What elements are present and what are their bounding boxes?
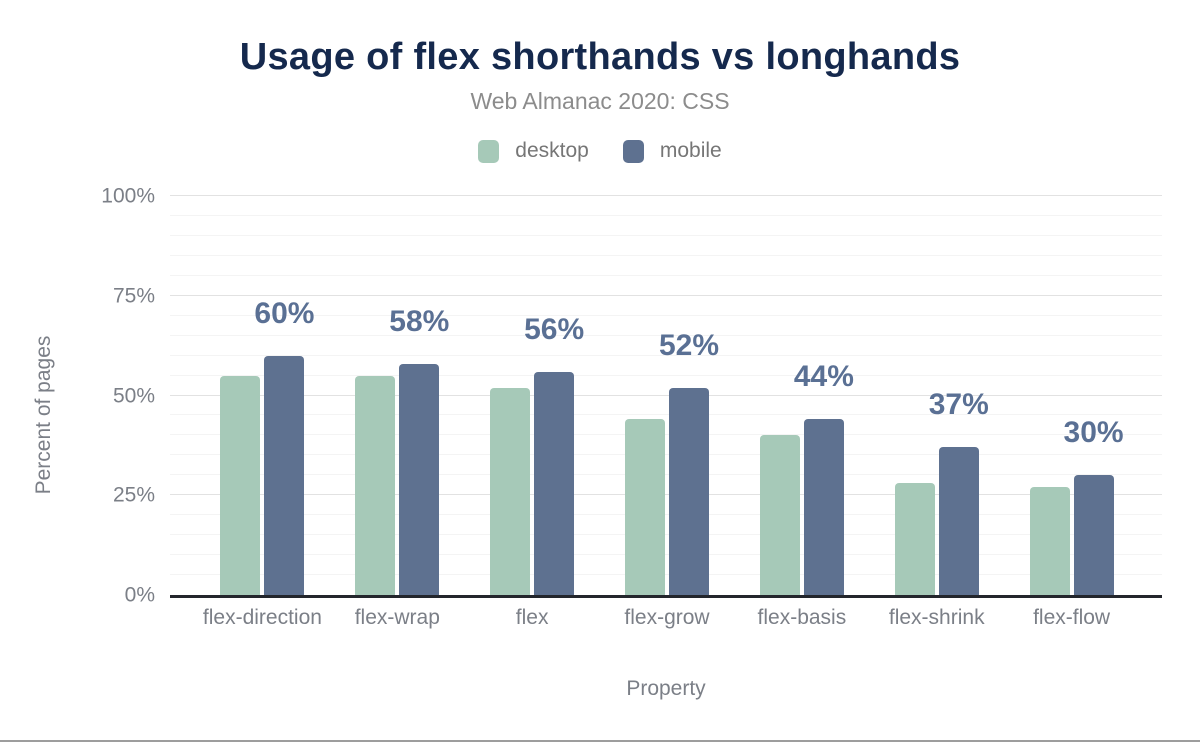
bar-group-flex-basis: 44% — [734, 196, 869, 595]
bar-desktop-flex-shrink[interactable] — [894, 483, 935, 595]
y-axis-ticks: 0% 25% 50% 75% 100% — [0, 186, 155, 606]
bar-value-label-flex-flow: 30% — [1063, 416, 1124, 450]
gridline-65 — [170, 334, 1162, 336]
gridline-85 — [170, 254, 1162, 256]
gridline-90 — [170, 234, 1162, 236]
gridline-60 — [170, 354, 1162, 356]
bar-mobile-flex-flow[interactable]: 30% — [1064, 418, 1124, 595]
chart-title: Usage of flex shorthands vs longhands — [239, 36, 961, 78]
gridline-95 — [170, 214, 1162, 216]
gridline-80 — [170, 274, 1162, 276]
y-tick-label-75%: 75% — [112, 284, 155, 308]
x-axis-title: Property — [626, 677, 706, 700]
bar-group-flex-wrap: 58% — [330, 196, 465, 595]
legend-item-desktop[interactable]: desktop — [478, 139, 589, 163]
legend: desktop mobile — [0, 139, 1200, 163]
bar-mobile-flex[interactable]: 56% — [524, 314, 584, 595]
gridline-35 — [170, 454, 1162, 456]
chart-subtitle: Web Almanac 2020: CSS — [470, 88, 730, 114]
bar-value-label-flex-wrap: 58% — [389, 304, 450, 338]
bar-value-label-flex-basis: 44% — [793, 360, 854, 394]
x-tick-label-flex-grow: flex-grow — [624, 606, 710, 629]
bar-desktop-flex-flow[interactable] — [1029, 487, 1070, 595]
x-tick-label-flex-basis: flex-basis — [757, 606, 847, 629]
bar-group-flex: 56% — [465, 196, 600, 595]
bar-desktop-flex-grow[interactable] — [625, 419, 665, 595]
legend-swatch-mobile — [622, 139, 644, 163]
gridline-45 — [170, 414, 1162, 416]
bar-value-label-flex: 56% — [524, 312, 585, 346]
x-tick-label-flex: flex — [515, 606, 549, 629]
gridline-55 — [170, 374, 1162, 376]
gridline-30 — [170, 474, 1162, 476]
x-tick-label-flex-wrap: flex-wrap — [354, 606, 440, 629]
bar-mobile-flex-grow[interactable]: 52% — [659, 330, 719, 595]
gridline-5 — [170, 574, 1162, 576]
bar-group-flex-flow: 30% — [1004, 196, 1139, 595]
bar-mobile-flex-direction[interactable]: 60% — [254, 298, 314, 595]
gridline-25 — [170, 494, 1162, 496]
bar-value-label-flex-grow: 52% — [658, 328, 720, 362]
x-tick-label-flex-flow: flex-flow — [1033, 606, 1111, 629]
bar-group-flex-grow: 52% — [600, 196, 735, 595]
x-tick-label-flex-shrink: flex-shrink — [888, 606, 985, 629]
grid-layer — [170, 195, 1162, 595]
bar-value-label-flex-shrink: 37% — [928, 388, 989, 422]
legend-label-desktop: desktop — [515, 139, 589, 162]
gridline-15 — [170, 534, 1162, 536]
y-tick-label-100%: 100% — [101, 184, 155, 208]
bar-desktop-flex-basis[interactable] — [759, 435, 800, 595]
bar-group-flex-direction: 60% — [195, 196, 330, 595]
bar-mobile-flex-wrap[interactable]: 58% — [389, 306, 449, 595]
gridline-100 — [170, 195, 1162, 196]
gridline-75 — [170, 294, 1162, 296]
x-axis-labels: flex-direction flex-wrap flex flex-grow flex… — [170, 606, 1162, 630]
y-tick-label-50%: 50% — [112, 384, 155, 407]
plot-area: 60% 58% 56% 52% 44% 37% 30% — [170, 195, 1162, 598]
gridline-50 — [170, 394, 1162, 396]
gridline-10 — [170, 554, 1162, 556]
bar-mobile-flex-basis[interactable]: 44% — [794, 362, 854, 595]
gridline-70 — [170, 314, 1162, 316]
legend-label-mobile: mobile — [659, 139, 722, 162]
bar-desktop-flex[interactable] — [490, 387, 531, 595]
legend-item-mobile[interactable]: mobile — [622, 139, 722, 163]
gridline-40 — [170, 434, 1162, 436]
bar-desktop-flex-wrap[interactable] — [355, 375, 396, 595]
y-tick-label-25%: 25% — [112, 483, 155, 507]
bar-value-label-flex-direction: 60% — [254, 296, 315, 330]
bottom-edge-line — [0, 740, 1200, 742]
gridline-20 — [170, 514, 1162, 516]
legend-swatch-desktop — [478, 139, 500, 163]
y-tick-label-0%: 0% — [124, 583, 155, 607]
bar-mobile-flex-shrink[interactable]: 37% — [929, 390, 989, 595]
bar-group-flex-shrink: 37% — [869, 196, 1004, 595]
bars-layer: 60% 58% 56% 52% 44% 37% 30% — [170, 196, 1162, 595]
x-tick-label-flex-direction: flex-direction — [202, 606, 322, 629]
bar-desktop-flex-direction[interactable] — [220, 375, 261, 595]
